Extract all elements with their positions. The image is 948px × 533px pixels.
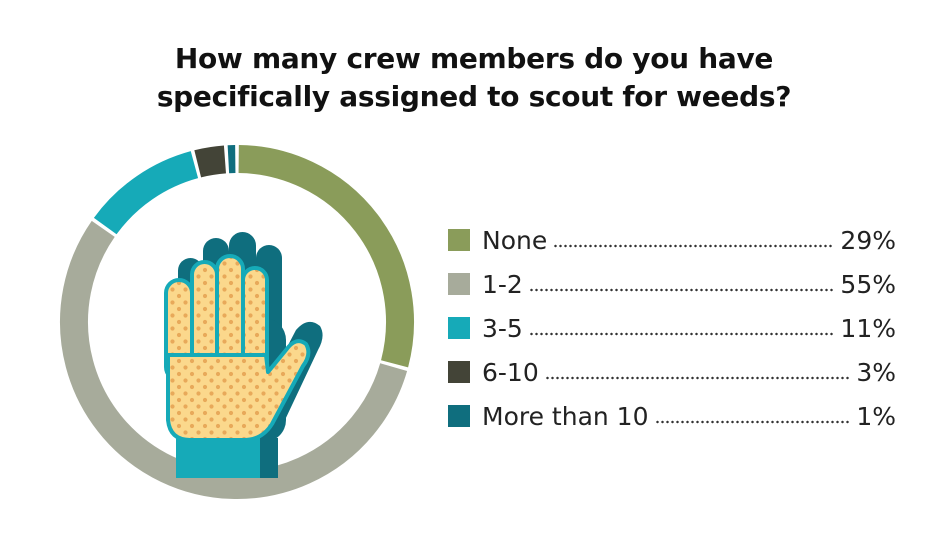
legend-item: More than 10 1% — [448, 394, 896, 438]
donut-slice-1 — [238, 145, 414, 368]
legend-item: 1-2 55% — [448, 262, 896, 306]
donut-slices — [60, 145, 414, 499]
legend-swatch — [448, 361, 470, 383]
legend-leader-dots — [654, 420, 851, 424]
legend: None 29% 1-2 55% 3-5 11% 6-10 3% More than 10 1% — [448, 218, 896, 438]
legend-leader-dots — [544, 376, 851, 380]
legend-leader-dots — [528, 288, 835, 292]
legend-swatch — [448, 229, 470, 251]
legend-leader-dots — [553, 244, 835, 248]
chart-title: How many crew members do you have specif… — [0, 40, 948, 116]
donut-slice-4 — [194, 145, 227, 178]
legend-item: 6-10 3% — [448, 350, 896, 394]
legend-label: More than 10 — [482, 401, 649, 431]
legend-swatch — [448, 405, 470, 427]
legend-value: 29% — [840, 225, 896, 255]
legend-value: 55% — [840, 269, 896, 299]
chart-title-line-2: specifically assigned to scout for weeds… — [156, 80, 792, 113]
legend-swatch — [448, 273, 470, 295]
legend-value: 1% — [856, 401, 896, 431]
legend-value: 11% — [840, 313, 896, 343]
chart-title-line-1: How many crew members do you have — [174, 42, 774, 75]
legend-leader-dots — [528, 332, 835, 336]
legend-value: 3% — [856, 357, 896, 387]
legend-label: 6-10 — [482, 357, 539, 387]
donut-slice-3 — [93, 151, 199, 235]
legend-label: None — [482, 225, 548, 255]
legend-label: 1-2 — [482, 269, 523, 299]
legend-item: None 29% — [448, 218, 896, 262]
legend-swatch — [448, 317, 470, 339]
legend-label: 3-5 — [482, 313, 523, 343]
donut-slice-2 — [60, 220, 408, 499]
legend-item: 3-5 11% — [448, 306, 896, 350]
raised-glove-hand-icon — [164, 232, 323, 478]
